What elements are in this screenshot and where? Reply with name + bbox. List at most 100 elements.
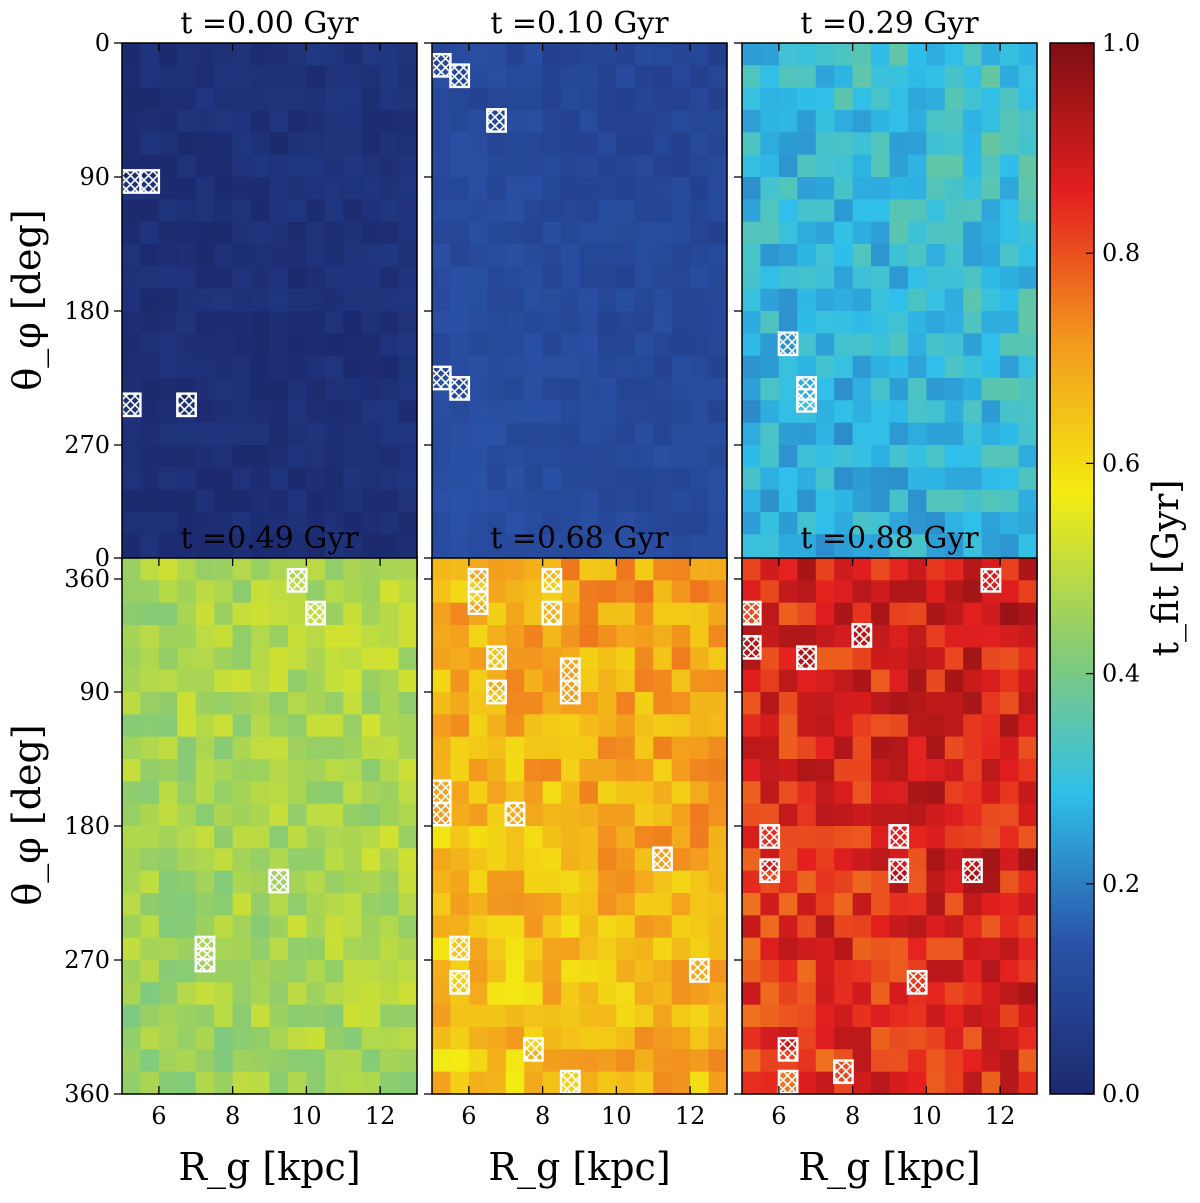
- heatmap-cell: [306, 266, 326, 290]
- heatmap-cell: [1018, 625, 1038, 648]
- heatmap-cell: [122, 803, 142, 827]
- heatmap-cell: [524, 781, 544, 805]
- heatmap-cell: [944, 647, 964, 671]
- heatmap-cell: [852, 558, 872, 581]
- heatmap-cell: [834, 43, 854, 66]
- heatmap-cell: [889, 467, 909, 491]
- heatmap-cell: [232, 467, 252, 491]
- heatmap-cell: [616, 736, 636, 760]
- heatmap-cell: [1018, 177, 1038, 200]
- heatmap-cell: [834, 445, 854, 468]
- heatmap-cell: [834, 355, 854, 379]
- heatmap-cell: [1000, 467, 1020, 491]
- heatmap-cell: [871, 602, 891, 626]
- heatmap-cell: [195, 870, 215, 894]
- heatmap-cell: [907, 333, 927, 357]
- heatmap-cell: [232, 400, 252, 424]
- heatmap-cell: [671, 221, 691, 245]
- heatmap-cell: [380, 580, 400, 604]
- heatmap-cell: [708, 467, 728, 491]
- heatmap-cell: [561, 43, 581, 66]
- heatmap-cell: [524, 266, 544, 290]
- heatmap-cell: [158, 333, 178, 357]
- heatmap-cell: [653, 982, 673, 1006]
- heatmap-cell: [963, 1049, 983, 1073]
- heatmap-cell: [653, 669, 673, 693]
- heatmap-cell: [653, 199, 673, 223]
- heatmap-cell: [324, 87, 344, 111]
- heatmap-cell: [797, 982, 817, 1006]
- heatmap-cell: [232, 132, 252, 156]
- heatmap-cell: [450, 893, 470, 916]
- heatmap-cell: [195, 422, 215, 446]
- heatmap-cell: [450, 1071, 470, 1095]
- heatmap-cell: [760, 759, 780, 782]
- heatmap-cell: [158, 445, 178, 468]
- heatmap-cell: [122, 288, 142, 312]
- heatmap-cell: [653, 65, 673, 89]
- colorbar-tick-label: 0.0: [1102, 1080, 1140, 1108]
- heatmap-cell: [269, 669, 289, 693]
- y-axis-label: θ_φ [deg]: [5, 724, 50, 905]
- heatmap-cell: [524, 803, 544, 827]
- heatmap-cell: [140, 1004, 160, 1028]
- heatmap-cell: [834, 378, 854, 401]
- heatmap-cell: [524, 647, 544, 671]
- heatmap-cell: [214, 736, 234, 760]
- heatmap-cell: [597, 1049, 617, 1073]
- heatmap-cell: [708, 558, 728, 581]
- heatmap-cell: [742, 1027, 762, 1050]
- heatmap-cell: [505, 512, 525, 535]
- heatmap-cell: [616, 826, 636, 849]
- heatmap-cell: [963, 110, 983, 133]
- heatmap-cell: [579, 288, 599, 312]
- heatmap-cell: [287, 960, 307, 983]
- heatmap-cell: [140, 333, 160, 357]
- heatmap-cell: [450, 759, 470, 782]
- heatmap-cell: [634, 43, 654, 66]
- heatmap-cell: [487, 378, 507, 401]
- heatmap-cell: [634, 759, 654, 782]
- heatmap-cell: [778, 422, 798, 446]
- heatmap-cell: [815, 960, 835, 983]
- heatmap-cell: [760, 288, 780, 312]
- heatmap-cell: [343, 43, 363, 66]
- heatmap-cell: [671, 355, 691, 379]
- heatmap-cell: [907, 692, 927, 715]
- heatmap-cell: [177, 647, 197, 671]
- heatmap-cell: [158, 937, 178, 961]
- heatmap-cell: [361, 333, 381, 357]
- heatmap-cell: [963, 826, 983, 849]
- heatmap-cell: [579, 1004, 599, 1028]
- heatmap-cell: [760, 669, 780, 693]
- heatmap-cell: [634, 960, 654, 983]
- heatmap-cell: [324, 400, 344, 424]
- heatmap-cell: [122, 65, 142, 89]
- heatmap-cell: [122, 512, 142, 535]
- heatmap-cell: [450, 266, 470, 290]
- heatmap-cell: [140, 467, 160, 491]
- heatmap-cell: [579, 759, 599, 782]
- heatmap-cell: [690, 803, 710, 827]
- heatmap-cell: [214, 221, 234, 245]
- heatmap-cell: [852, 400, 872, 424]
- heatmap-cell: [926, 781, 946, 805]
- heatmap-cell: [834, 422, 854, 446]
- heatmap-cell: [742, 378, 762, 401]
- heatmap-cell: [815, 692, 835, 715]
- heatmap-cell: [597, 43, 617, 66]
- heatmap-cell: [1000, 870, 1020, 894]
- heatmap-cell: [634, 177, 654, 200]
- heatmap-cell: [158, 177, 178, 200]
- heatmap-cell: [597, 759, 617, 782]
- heatmap-cell: [542, 87, 562, 111]
- heatmap-cell: [287, 982, 307, 1006]
- heatmap-cell: [450, 512, 470, 535]
- heatmap-cell: [158, 982, 178, 1006]
- heatmap-cell: [361, 848, 381, 872]
- heatmap-cell: [232, 580, 252, 604]
- heatmap-cell: [616, 445, 636, 468]
- heatmap-cell: [380, 422, 400, 446]
- heatmap-cell: [778, 467, 798, 491]
